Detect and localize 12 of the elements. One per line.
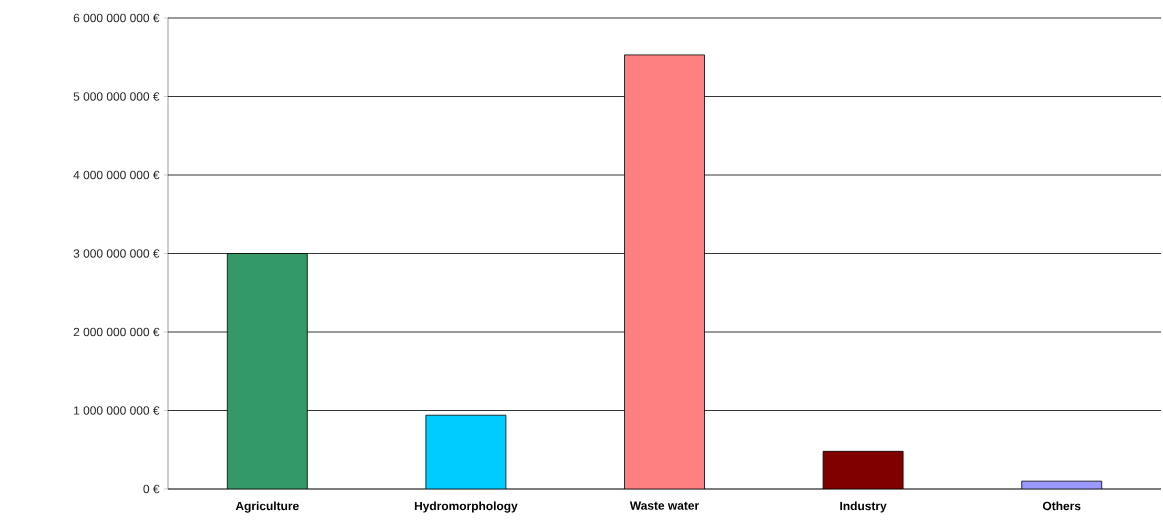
y-tick-label: 5 000 000 000 €	[73, 92, 160, 101]
y-tick-label: 2 000 000 000 €	[73, 327, 160, 337]
y-tick-label: 6 000 000 000 €	[73, 13, 160, 23]
x-tick-label: Hydromorphology	[414, 501, 518, 513]
x-tick-label: Industry	[840, 501, 887, 513]
x-tick-label: Others	[1042, 501, 1081, 511]
y-tick-label: 0 €	[143, 484, 160, 494]
x-tick-label: Waste water	[629, 501, 699, 510]
y-tick-label: 4 000 000 000 €	[73, 170, 160, 180]
x-tick-label: Agriculture	[235, 501, 299, 513]
y-tick-label: 3 000 000 000 €	[73, 249, 160, 258]
y-tick-label: 1 000 000 000 €	[74, 406, 160, 415]
